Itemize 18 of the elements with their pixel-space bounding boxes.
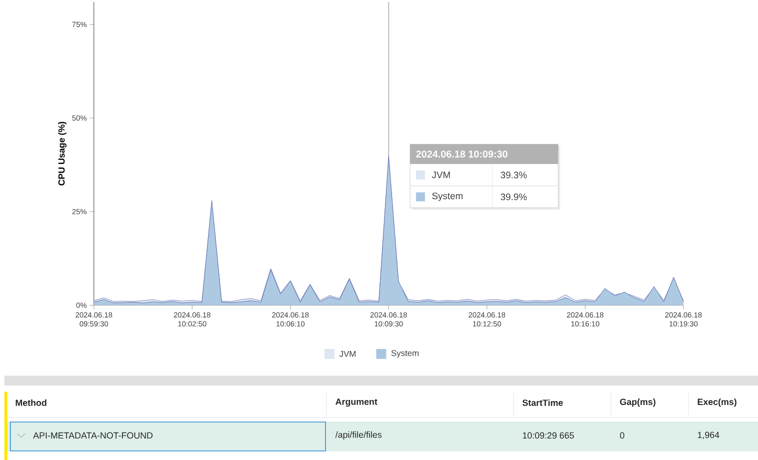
text: Gap(ms) <box>620 398 656 407</box>
annotation: 2024.06.18 10:09:30 <box>416 150 508 158</box>
y-axis-title: CPU Usage (%) <box>58 122 66 186</box>
text: /api/file/files <box>335 431 382 440</box>
annotation: 39.3% <box>500 172 527 178</box>
legend-label: JVM <box>432 172 450 178</box>
text: Argument <box>336 398 378 407</box>
text: API-METADATA-NOT-FOUND <box>33 432 153 438</box>
legend-label: System <box>432 192 463 201</box>
text: 10:09:29 665 <box>522 432 574 438</box>
text: 1,964 <box>698 432 720 439</box>
text: Method <box>16 399 46 406</box>
text: JVM <box>339 350 356 357</box>
text: 0 <box>620 432 624 438</box>
text: System <box>391 350 419 358</box>
text: Exec(ms) <box>698 398 736 407</box>
text: StartTime <box>522 399 563 406</box>
annotation: 39.9% <box>500 193 527 200</box>
